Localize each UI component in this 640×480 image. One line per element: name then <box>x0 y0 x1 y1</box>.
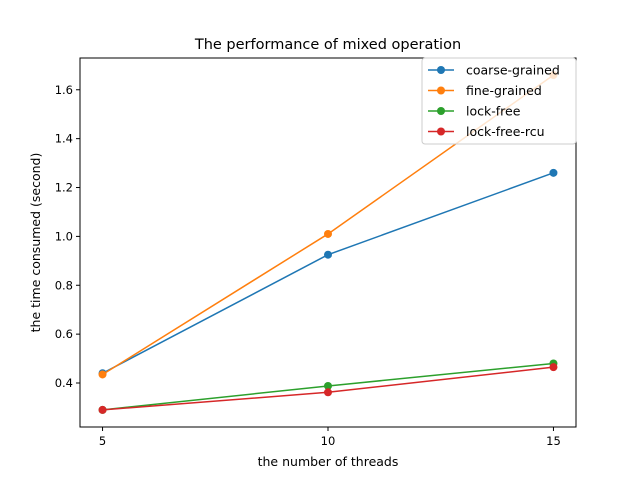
data-point-lock-free-rcu <box>98 405 107 414</box>
y-tick-label: 1.0 <box>55 229 73 243</box>
chart-title: The performance of mixed operation <box>194 37 461 53</box>
legend-label-lock-free: lock-free <box>466 104 521 119</box>
data-point-lock-free-rcu <box>324 388 332 397</box>
data-point-fine-grained <box>98 370 107 379</box>
x-tick-label: 10 <box>321 434 336 448</box>
legend-marker-lock-free <box>437 107 445 115</box>
y-tick-label: 1.6 <box>55 83 73 97</box>
legend-marker-fine-grained <box>437 86 445 95</box>
x-tick-label: 15 <box>546 434 561 448</box>
legend-label-fine-grained: fine-grained <box>466 83 542 98</box>
x-axis: 5 10 15 <box>99 427 561 448</box>
legend: coarse-grained fine-grained lock-free lock-… <box>421 57 577 145</box>
y-axis: 0.4 0.6 0.8 1.0 1.2 1.4 1.6 <box>55 83 80 390</box>
y-tick-label: 1.2 <box>55 181 73 195</box>
legend-label-lock-free-rcu: lock-free-rcu <box>466 124 545 139</box>
legend-label-coarse-grained: coarse-grained <box>466 63 560 78</box>
x-tick-label: 5 <box>99 434 106 448</box>
x-axis-label: the number of threads <box>258 454 399 469</box>
y-axis-label: the time consumed (second) <box>28 153 43 333</box>
legend-marker-lock-free-rcu <box>437 127 445 136</box>
legend-box <box>421 57 577 145</box>
legend-marker-coarse-grained <box>437 66 445 74</box>
y-tick-label: 0.4 <box>55 376 73 390</box>
y-tick-label: 0.6 <box>55 327 73 341</box>
y-tick-label: 1.4 <box>55 132 73 146</box>
data-point-fine-grained <box>324 229 332 238</box>
data-point-lock-free-rcu <box>549 363 558 372</box>
data-point-lock-free <box>324 381 332 390</box>
y-tick-label: 0.8 <box>55 278 73 292</box>
data-point-coarse-grained <box>549 168 558 177</box>
data-point-coarse-grained <box>324 250 332 259</box>
